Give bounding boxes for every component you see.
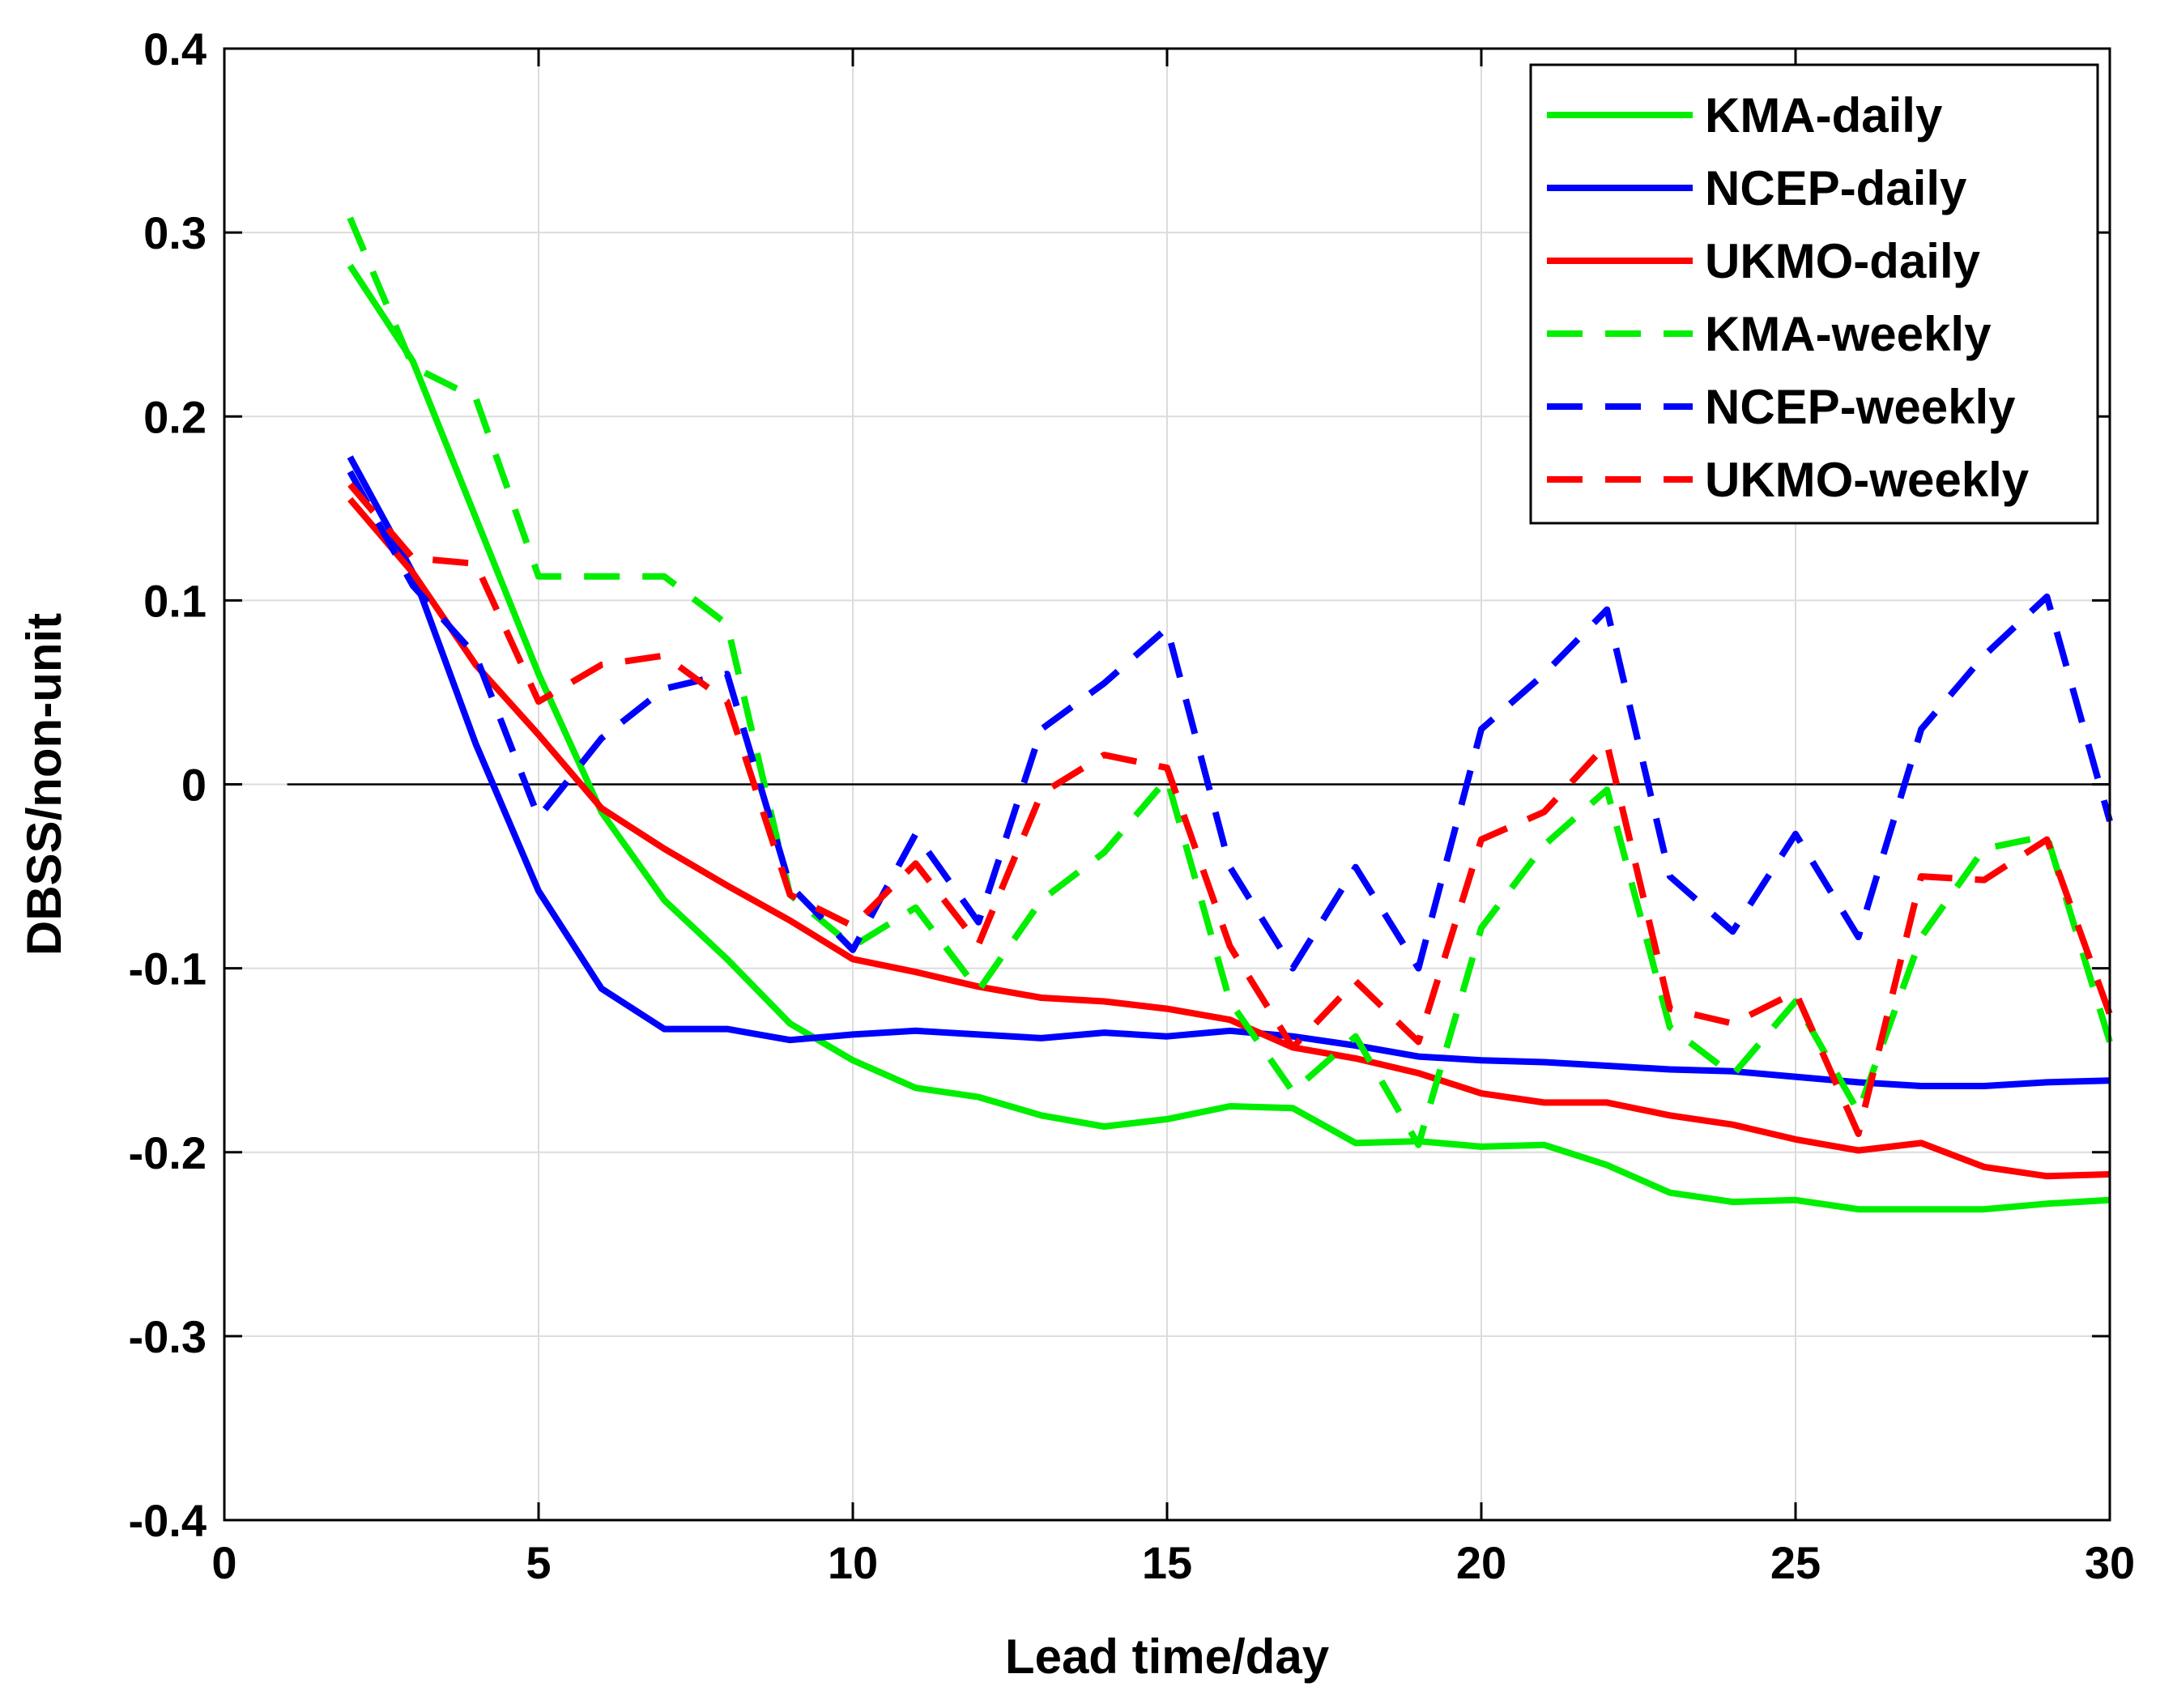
x-tick-label: 5 [526, 1537, 551, 1588]
x-tick-label: 20 [1456, 1537, 1506, 1588]
y-tick-label: -0.2 [129, 1127, 207, 1178]
series-line-ncep-weekly [347, 470, 2113, 972]
x-axis-label: Lead time/day [1005, 1629, 1330, 1684]
x-tick-label: 0 [211, 1537, 236, 1588]
y-tick-label: 0.3 [143, 207, 207, 258]
y-axis-label: DBSS/non-unit [17, 613, 71, 956]
legend-label: NCEP-weekly [1705, 380, 2016, 434]
legend-label: KMA-daily [1705, 88, 1943, 143]
series-line-kma-daily [347, 263, 2111, 1213]
y-tick-label: 0 [181, 760, 207, 811]
y-tick-label: -0.3 [129, 1311, 207, 1362]
y-tick-label: 0.2 [143, 391, 207, 442]
legend: KMA-daily NCEP-daily UKMO-daily KMA-weekly N… [1529, 63, 2099, 525]
series-line-ukmo-weekly [347, 482, 2113, 1137]
x-tick-label: 25 [1770, 1537, 1821, 1588]
series-line-kma-weekly [347, 216, 2113, 1148]
legend-label: UKMO-daily [1705, 234, 1981, 288]
series-line-ncep-daily [347, 455, 2111, 1089]
y-tick-label: 0.4 [143, 23, 207, 75]
legend-label: KMA-weekly [1705, 307, 1992, 361]
legend-label: UKMO-weekly [1705, 453, 2030, 507]
series-line-ukmo-daily [347, 496, 2111, 1180]
axes [223, 47, 2111, 1522]
series-lines [347, 216, 2113, 1213]
x-tick-label: 10 [828, 1537, 878, 1588]
tick-labels: 0 5 10 15 20 25 30 -0.4 -0.3 -0.2 -0.1 0 0.1 0.2 0.3 0.… [129, 23, 2136, 1588]
x-tick-label: 15 [1142, 1537, 1192, 1588]
legend-box [1529, 63, 2099, 525]
y-tick-label: -0.4 [129, 1495, 207, 1546]
x-tick-label: 30 [2085, 1537, 2135, 1588]
y-tick-label: -0.1 [129, 943, 207, 995]
legend-label: NCEP-daily [1705, 161, 1967, 215]
y-tick-label: 0.1 [143, 575, 207, 626]
